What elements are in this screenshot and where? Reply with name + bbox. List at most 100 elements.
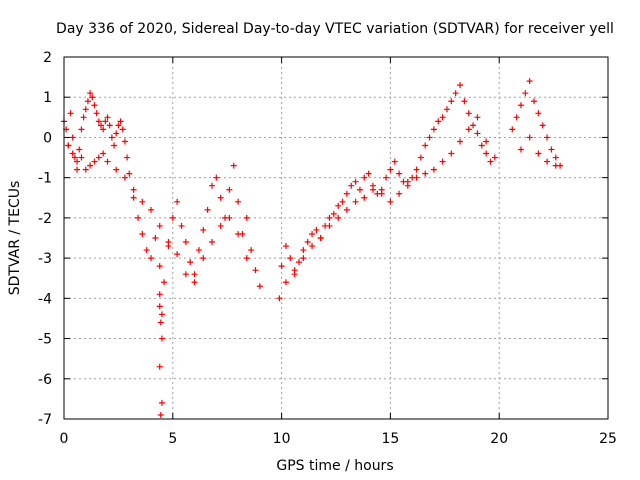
data-point	[108, 134, 115, 141]
data-point	[522, 90, 529, 97]
data-point	[157, 411, 164, 418]
data-point	[165, 239, 172, 246]
data-point	[252, 267, 259, 274]
data-point	[74, 158, 81, 165]
data-point	[156, 222, 163, 229]
y-tick-label: 2	[43, 50, 52, 66]
data-point	[470, 122, 477, 129]
data-point	[317, 235, 324, 241]
data-point	[156, 291, 163, 298]
data-point	[65, 142, 72, 149]
data-point	[335, 214, 342, 221]
data-point	[91, 102, 98, 109]
data-point	[309, 230, 316, 237]
data-point	[102, 118, 109, 125]
chart-title: Day 336 of 2020, Sidereal Day-to-day VTE…	[56, 21, 614, 37]
data-point	[126, 170, 133, 177]
data-point	[282, 243, 289, 250]
data-point	[426, 134, 433, 141]
data-point	[82, 166, 89, 173]
data-point	[256, 283, 263, 290]
y-tick-label: -1	[38, 171, 52, 187]
x-tick-label: 10	[273, 431, 291, 447]
data-point	[552, 154, 559, 161]
data-point	[474, 114, 481, 121]
data-point	[413, 166, 420, 173]
data-point	[182, 239, 189, 246]
data-point	[78, 126, 85, 133]
data-point	[143, 247, 150, 254]
data-point	[200, 255, 207, 262]
data-point	[552, 162, 559, 169]
data-point	[343, 206, 350, 213]
data-point	[117, 118, 124, 125]
x-tick-label: 5	[168, 431, 177, 447]
data-point	[396, 190, 403, 197]
data-point	[119, 126, 126, 133]
data-point	[156, 303, 163, 310]
data-point	[104, 158, 111, 165]
data-point	[465, 126, 472, 133]
data-point	[326, 214, 333, 221]
x-tick-label: 0	[60, 431, 69, 447]
y-tick-label: -4	[38, 291, 52, 307]
data-point	[91, 158, 98, 165]
data-point	[369, 186, 376, 193]
data-point	[439, 114, 446, 121]
data-point	[204, 206, 211, 213]
data-point	[89, 94, 96, 101]
data-point	[326, 222, 333, 229]
data-point	[74, 166, 81, 173]
data-point	[348, 182, 355, 189]
data-point	[461, 98, 468, 105]
data-point	[200, 226, 207, 233]
data-point	[95, 118, 102, 125]
data-point	[365, 170, 372, 177]
data-point	[213, 174, 220, 181]
data-point	[396, 170, 403, 177]
data-point	[465, 110, 472, 117]
data-point	[457, 138, 464, 145]
data-point	[448, 98, 455, 105]
data-point	[113, 166, 120, 173]
data-point	[157, 319, 164, 326]
data-point	[474, 130, 481, 137]
data-point	[276, 295, 283, 302]
data-point	[139, 198, 146, 205]
data-point	[115, 122, 122, 129]
data-point	[343, 190, 350, 197]
data-point	[95, 154, 102, 161]
data-point	[148, 206, 155, 213]
data-point	[121, 174, 128, 181]
data-point	[158, 399, 165, 406]
data-point	[217, 194, 224, 201]
data-point	[539, 122, 546, 129]
data-point	[548, 146, 555, 153]
data-point	[208, 182, 215, 189]
data-point	[287, 255, 294, 262]
data-point	[169, 214, 176, 221]
x-tick-label: 20	[490, 431, 508, 447]
data-point	[226, 214, 233, 221]
data-point	[187, 259, 194, 266]
data-point	[404, 178, 411, 185]
data-point	[391, 158, 398, 165]
data-point	[330, 210, 337, 217]
data-point	[435, 118, 442, 125]
data-point	[87, 90, 94, 97]
data-point	[106, 122, 113, 129]
data-point	[134, 214, 141, 221]
data-point	[483, 150, 490, 157]
data-point	[243, 214, 250, 221]
data-point	[208, 239, 215, 246]
data-point	[243, 255, 250, 262]
data-point	[452, 90, 459, 97]
axis-ticks: 0 5 10 15 20 25 -7 -6 -5 -4 -3 -2 -1 0 1 2	[38, 50, 617, 447]
y-tick-label: -5	[38, 332, 52, 348]
data-point	[430, 126, 437, 133]
x-axis-label: GPS time / hours	[276, 458, 393, 474]
data-point	[235, 230, 242, 237]
data-point	[100, 150, 107, 157]
data-point	[544, 134, 551, 141]
